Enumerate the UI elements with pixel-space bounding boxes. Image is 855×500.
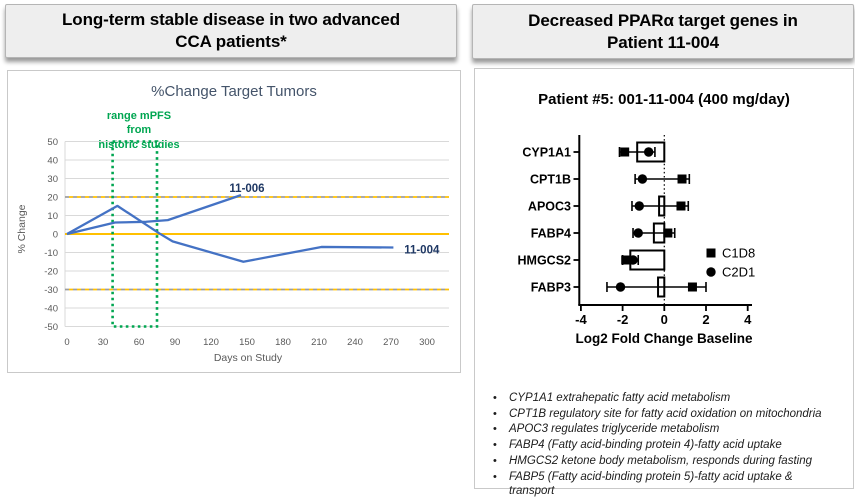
legend-circle-marker: [706, 267, 716, 277]
c1d8-marker: [676, 201, 686, 211]
ppar-panel: Patient #5: 001-11-004 (400 mg/day) -4 -2…: [474, 68, 854, 497]
forest-box-plot: -4 -2 0 2 4 CYP1A1 CPT1B APOC3 FABP4 HMGCS2 FABP3 C…: [518, 135, 755, 327]
x-tick-label: 4: [744, 312, 752, 327]
c2d1-marker: [637, 174, 648, 184]
y-tick-label: -10: [44, 248, 58, 259]
x-tick-label: 300: [419, 337, 435, 348]
x-tick-label: 0: [661, 312, 668, 327]
c2d1-marker: [633, 228, 643, 238]
bullet-item: FABP4 (Fatty acid-binding protein 4)-fat…: [491, 438, 827, 453]
c1d8-marker: [663, 228, 673, 238]
y-tick-label: 30: [47, 174, 58, 185]
x-tick-label: 270: [383, 337, 399, 348]
c1d8-marker: [687, 282, 697, 292]
x-tick-label: -4: [575, 312, 587, 327]
bullet-item: FABP5 (Fatty acid-binding protein 5)-fat…: [491, 470, 827, 499]
x-tick-label: 120: [203, 337, 219, 348]
c2d1-marker: [615, 282, 626, 292]
gene-label: FABP4: [531, 227, 571, 241]
gene-label: APOC3: [528, 200, 571, 214]
y-tick-label: 20: [47, 193, 58, 204]
c2d1-marker: [634, 201, 644, 211]
tumor-chart-title: %Change Target Tumors: [151, 83, 317, 100]
c2d1-marker: [628, 255, 638, 265]
y-tick-label: 10: [47, 211, 58, 222]
y-tick-label: -20: [44, 267, 58, 278]
x-tick-label: 180: [275, 337, 291, 348]
x-tick-label: 90: [170, 337, 181, 348]
series-label-11-004: 11-004: [404, 245, 440, 257]
right-title-bar: Decreased PPARα target genes in Patient …: [472, 4, 854, 59]
x-tick-label: -2: [617, 312, 629, 327]
legend-square-marker: [706, 248, 716, 258]
left-title-text: Long-term stable disease in two advanced…: [62, 10, 400, 51]
mpfs-range-box: [111, 140, 159, 328]
left-title-bar: Long-term stable disease in two advanced…: [5, 4, 457, 58]
legend-label-C1D8: C1D8: [722, 246, 755, 261]
c2d1-marker: [643, 147, 654, 157]
x-tick-label: 0: [64, 337, 69, 348]
right-title-text: Decreased PPARα target genes in Patient …: [528, 10, 798, 52]
legend-label-C2D1: C2D1: [722, 265, 755, 280]
tumor-chart-panel: %Change Target Tumors range mPFS from hi…: [7, 70, 461, 373]
x-axis-title: Days on Study: [213, 352, 283, 364]
tumor-change-line-chart: 50 40 30 20 10 0 -10 -20 -30 -40 -50 0 30 60 90 120 150 1…: [44, 137, 449, 348]
x-tick-label: 30: [98, 337, 109, 348]
forest-x-axis-title: Log2 Fold Change Baseline: [575, 331, 753, 346]
x-tick-label: 2: [702, 312, 709, 327]
y-tick-label: -30: [44, 285, 58, 296]
series-label-11-006: 11-006: [229, 183, 264, 195]
gene-label: HMGCS2: [518, 254, 572, 268]
gene-notes-list: CYP1A1 extrahepatic fatty acid metabolis…: [491, 391, 827, 500]
y-tick-label: -40: [44, 304, 58, 315]
c1d8-marker: [621, 255, 631, 265]
x-tick-label: 210: [311, 337, 327, 348]
bullet-item: HMGCS2 ketone body metabolism, responds …: [491, 454, 827, 469]
x-tick-label: 240: [347, 337, 363, 348]
gene-label: CYP1A1: [522, 146, 571, 160]
bullet-item: CYP1A1 extrahepatic fatty acid metabolis…: [491, 391, 827, 406]
c1d8-marker: [677, 174, 687, 184]
y-tick-label: 50: [47, 137, 58, 148]
x-tick-label: 60: [134, 337, 145, 348]
y-tick-label: 40: [47, 156, 58, 167]
c1d8-marker: [620, 147, 630, 157]
x-tick-label: 150: [239, 337, 255, 348]
y-tick-label: 0: [53, 230, 58, 241]
y-tick-label: -50: [44, 322, 58, 333]
bullet-item: CPT1B regulatory site for fatty acid oxi…: [491, 407, 827, 422]
gene-label: FABP3: [531, 281, 571, 295]
bullet-item: APOC3 regulates triglyceride metabolism: [491, 422, 827, 437]
series-line-11-004: [66, 204, 394, 263]
gene-label: CPT1B: [530, 173, 571, 187]
forest-plot-title: Patient #5: 001-11-004 (400 mg/day): [538, 91, 790, 108]
series-line-11-006: [66, 194, 242, 236]
